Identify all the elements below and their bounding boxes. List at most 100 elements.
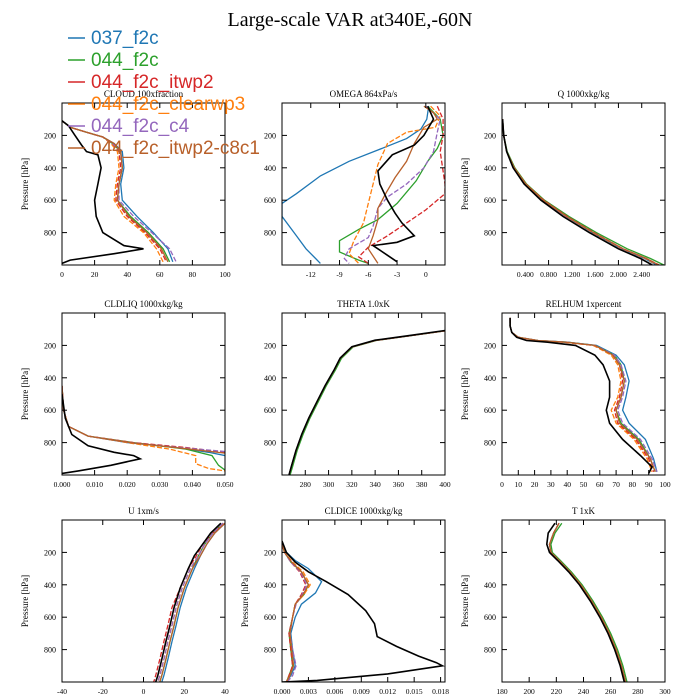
x-tick-label: 40: [123, 270, 131, 279]
y-tick-label: 600: [44, 613, 56, 622]
x-tick-label: 70: [612, 480, 620, 489]
panel-title: CLOUD 100xfraction: [104, 89, 184, 99]
y-tick-label: 800: [264, 646, 276, 655]
series-line-4: [282, 544, 308, 682]
y-tick-label: 400: [44, 581, 56, 590]
series-group: [502, 119, 665, 265]
series-group: [62, 385, 225, 475]
axes-frame: [61, 312, 226, 476]
x-tick-label: 0.030: [151, 480, 168, 489]
legend-label: 044_f2c_itwp2-c8c1: [91, 138, 260, 159]
y-tick-label: 800: [484, 229, 496, 238]
x-tick-label: 20: [91, 270, 99, 279]
series-line-4: [62, 385, 225, 453]
y-tick-label: 200: [44, 131, 56, 140]
x-tick-label: 340: [370, 480, 382, 489]
figure-title: Large-scale VAR at340E,-60N: [228, 9, 473, 31]
x-tick-label: 0.015: [406, 687, 423, 696]
x-tick-label: 50: [580, 480, 588, 489]
series-line-4: [502, 119, 659, 265]
series-group: [545, 522, 628, 682]
panel-title: U 1xm/s: [128, 506, 159, 516]
series-line-2: [357, 105, 445, 264]
x-tick-label: 90: [645, 480, 653, 489]
panel-8: T 1xK 180 200 220 240 260 280 300 200 400 600 800 Pr…: [460, 506, 671, 696]
axes-frame: [501, 102, 666, 266]
series-line-5: [288, 330, 445, 475]
x-tick-label: 400: [439, 480, 451, 489]
panel-7: CLDICE 1000xkg/kg 0.000 0.003 0.006 0.009 0.0…: [240, 506, 449, 696]
series-line-3: [502, 119, 658, 265]
x-tick-label: 60: [596, 480, 604, 489]
x-tick-label: 200: [524, 687, 536, 696]
panel-title: OMEGA 864xPa/s: [330, 89, 398, 99]
legend-label: 044_f2c: [91, 50, 159, 71]
y-tick-label: 800: [44, 646, 56, 655]
series-line-6: [502, 119, 653, 265]
panel-1: OMEGA 864xPa/s -12 -9 -6 -3 0 200 400 600 800: [264, 89, 446, 279]
series-line-3: [62, 120, 164, 263]
y-tick-label: 200: [484, 548, 496, 557]
series-line-1: [550, 522, 628, 682]
y-tick-label: 600: [264, 613, 276, 622]
x-tick-label: 0.000: [54, 480, 71, 489]
x-tick-label: 0.010: [86, 480, 103, 489]
y-tick-label: 600: [484, 613, 496, 622]
panel-title: RELHUM 1xpercent: [546, 299, 622, 309]
series-group: [153, 522, 225, 682]
y-axis-label: Pressure [hPa]: [20, 368, 30, 420]
y-tick-label: 400: [44, 164, 56, 173]
axes-frame: [501, 312, 666, 476]
x-tick-label: 0: [60, 270, 64, 279]
x-tick-label: -6: [365, 270, 371, 279]
series-line-3: [282, 544, 311, 682]
legend-label: 044_f2c_c4: [91, 116, 190, 137]
x-tick-label: 30: [547, 480, 555, 489]
series-line-6: [288, 329, 445, 475]
x-tick-label: 280: [632, 687, 644, 696]
x-tick-label: -12: [306, 270, 316, 279]
series-line-3: [548, 522, 627, 682]
x-tick-label: 0.000: [274, 687, 291, 696]
panel-3: CLDLIQ 1000xkg/kg 0.000 0.010 0.020 0.030 0.0…: [20, 299, 234, 489]
x-tick-label: 0.400: [517, 270, 534, 279]
series-line-5: [367, 105, 439, 264]
y-tick-label: 600: [264, 406, 276, 415]
series-line-0: [548, 522, 627, 682]
axes-frame: [501, 519, 666, 683]
y-tick-label: 200: [484, 341, 496, 350]
y-tick-label: 200: [264, 341, 276, 350]
x-tick-label: 2.000: [610, 270, 627, 279]
axes-frame: [281, 312, 446, 476]
legend-label: 044_f2c_itwp2: [91, 72, 214, 93]
x-tick-label: 0.012: [379, 687, 396, 696]
series-line-0: [282, 106, 430, 264]
panel-6: U 1xm/s -40 -20 0 20 40 200 400 600 800 Pressure […: [20, 506, 229, 696]
x-tick-label: 0.800: [540, 270, 557, 279]
y-tick-label: 400: [264, 581, 276, 590]
y-axis-label: Pressure [hPa]: [460, 368, 470, 420]
series-group: [62, 120, 177, 265]
series-line-4: [288, 330, 445, 475]
axes-frame: [61, 102, 226, 266]
x-tick-label: 20: [531, 480, 539, 489]
series-line-5: [502, 119, 659, 265]
x-tick-label: 280: [300, 480, 312, 489]
x-tick-label: 320: [346, 480, 358, 489]
y-tick-label: 600: [44, 406, 56, 415]
x-tick-label: 0: [500, 480, 504, 489]
y-tick-label: 600: [44, 196, 56, 205]
panel-0: CLOUD 100xfraction 0 20 40 60 80 100 200 400 600 8…: [20, 89, 231, 279]
series-line-1: [502, 119, 665, 265]
y-tick-label: 200: [484, 131, 496, 140]
x-tick-label: 40: [563, 480, 571, 489]
x-tick-label: 180: [496, 687, 508, 696]
x-tick-label: 0.018: [432, 687, 449, 696]
x-tick-label: 220: [551, 687, 563, 696]
x-tick-label: 300: [323, 480, 335, 489]
y-tick-label: 600: [264, 196, 276, 205]
series-line-2: [502, 119, 660, 265]
y-tick-label: 800: [484, 439, 496, 448]
panel-2: Q 1000xkg/kg 0.400 0.800 1.200 1.600 2.000 2.4…: [460, 89, 666, 279]
